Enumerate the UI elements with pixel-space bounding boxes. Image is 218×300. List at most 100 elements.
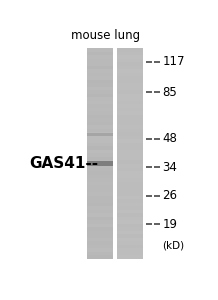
Bar (87, 167, 113, 171)
Bar (87, 213, 113, 217)
Bar (117, 80, 143, 83)
Bar (117, 154, 143, 157)
Bar (117, 175, 143, 178)
Bar (117, 129, 143, 132)
Bar (117, 118, 143, 122)
Bar (87, 199, 113, 203)
Bar (87, 189, 113, 192)
Text: 34: 34 (162, 161, 177, 174)
Bar (87, 171, 113, 175)
Bar (87, 115, 113, 118)
Bar (87, 97, 113, 101)
Bar (117, 87, 143, 90)
Bar (117, 76, 143, 80)
Bar (117, 94, 143, 97)
Bar (87, 132, 113, 136)
Bar (87, 154, 113, 157)
Bar (87, 140, 113, 143)
Bar (87, 58, 113, 62)
Bar (117, 220, 143, 224)
Bar (87, 224, 113, 227)
Bar (87, 255, 113, 259)
Bar (87, 185, 113, 189)
Bar (117, 185, 143, 189)
Bar (87, 94, 113, 97)
Bar (87, 238, 113, 241)
Bar (87, 122, 113, 125)
Bar (87, 203, 113, 206)
Bar (117, 206, 143, 210)
Bar (117, 217, 143, 220)
Bar (87, 125, 113, 129)
Bar (117, 115, 143, 118)
Bar (87, 164, 113, 167)
Bar (87, 69, 113, 73)
Bar (117, 97, 143, 101)
Bar (87, 210, 113, 213)
Bar (117, 108, 143, 111)
Bar (87, 80, 113, 83)
Bar (117, 245, 143, 248)
Bar (117, 104, 143, 108)
Bar (117, 192, 143, 196)
Text: mouse lung: mouse lung (71, 29, 140, 42)
Bar (87, 76, 113, 80)
Bar (87, 48, 113, 52)
Text: (kD): (kD) (162, 240, 184, 250)
Bar (117, 227, 143, 231)
Bar (87, 66, 113, 69)
Bar (117, 101, 143, 104)
Bar (117, 196, 143, 199)
Bar (117, 150, 143, 154)
Bar (87, 62, 113, 66)
Bar (117, 224, 143, 227)
Bar (117, 143, 143, 146)
Text: 48: 48 (162, 132, 177, 145)
Bar (87, 55, 113, 58)
Bar (87, 143, 113, 146)
Bar (87, 118, 113, 122)
Bar (117, 199, 143, 203)
Bar (87, 217, 113, 220)
Bar (87, 175, 113, 178)
Bar (117, 62, 143, 66)
Bar (117, 136, 143, 140)
Bar (87, 129, 113, 132)
Bar (87, 192, 113, 196)
Bar (117, 125, 143, 129)
Bar (87, 206, 113, 210)
Bar (87, 111, 113, 115)
Bar (87, 227, 113, 231)
Bar (87, 48, 113, 259)
Bar (117, 171, 143, 175)
Bar (117, 111, 143, 115)
Bar (87, 231, 113, 234)
Text: 85: 85 (162, 86, 177, 99)
Bar (87, 73, 113, 76)
Bar (117, 90, 143, 94)
Bar (117, 238, 143, 241)
Bar (117, 66, 143, 69)
Bar (87, 108, 113, 111)
Bar (117, 210, 143, 213)
Bar (117, 146, 143, 150)
Bar (117, 48, 143, 259)
Bar (117, 178, 143, 182)
Bar (87, 161, 113, 166)
Bar (117, 69, 143, 73)
Bar (87, 150, 113, 154)
Bar (117, 160, 143, 164)
Text: GAS41--: GAS41-- (29, 156, 98, 171)
Bar (117, 213, 143, 217)
Bar (117, 241, 143, 245)
Bar (117, 157, 143, 160)
Bar (117, 52, 143, 55)
Bar (117, 140, 143, 143)
Bar (87, 245, 113, 248)
Bar (117, 167, 143, 171)
Bar (87, 146, 113, 150)
Bar (117, 48, 143, 52)
Bar (117, 55, 143, 58)
Bar (117, 252, 143, 255)
Text: 19: 19 (162, 218, 177, 231)
